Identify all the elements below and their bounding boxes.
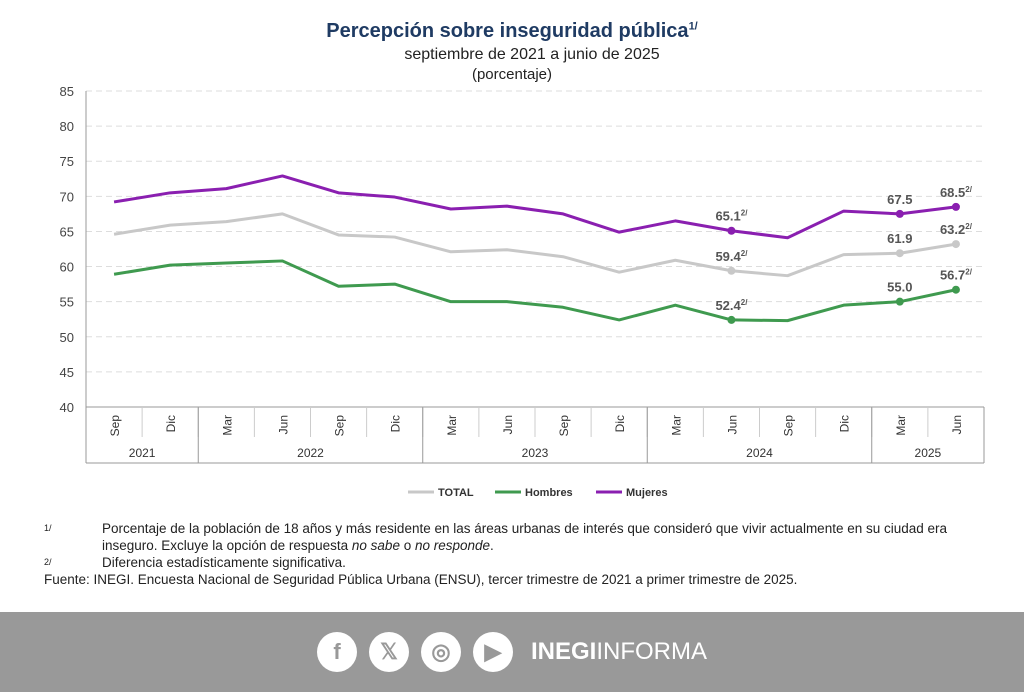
chart-title: Percepción sobre inseguridad pública1/ [326,20,698,42]
note-2: Diferencia estadísticamente significativ… [102,555,346,570]
data-point [895,249,904,258]
footer-bar: f 𝕏 ◎ ▶ INEGIINFORMA [0,612,1024,692]
data-label: 52.42/ [715,298,748,313]
x-tick-label: Sep [108,415,122,437]
x-tick-label: Sep [333,415,347,437]
x-tick-label: Mar [894,415,908,436]
note-1: Porcentaje de la población de 18 años y … [102,521,948,553]
y-tick-label: 70 [60,189,74,204]
x-tick-label: Jun [276,415,290,434]
footnotes: 1/ Porcentaje de la población de 18 años… [44,520,994,588]
youtube-icon[interactable]: ▶ [472,632,513,672]
brand-logo: INEGIINFORMA [530,638,707,665]
data-point [895,209,904,218]
y-tick-label: 40 [60,400,74,415]
facebook-icon[interactable]: f [316,632,357,672]
data-label: 67.5 [887,192,912,207]
data-label: 65.12/ [715,209,748,224]
y-tick-label: 50 [60,330,74,345]
legend-label: Hombres [525,487,573,499]
series-line-total [113,212,957,278]
x-tick-label: Dic [389,415,403,432]
series-line-hombres [113,259,957,323]
year-label: 2024 [746,446,773,460]
data-label: 61.9 [887,231,912,246]
data-point [895,297,904,306]
y-tick-label: 80 [60,119,74,134]
series-line-mujeres [113,174,957,240]
y-tick-label: 85 [60,84,74,99]
data-point [951,240,960,249]
x-tick-label: Sep [557,415,571,437]
note-mark: 1/ [44,523,52,533]
note-mark: 2/ [44,557,52,567]
year-label: 2022 [297,446,324,460]
x-tick-label: Dic [164,415,178,432]
y-tick-label: 55 [60,295,74,310]
data-point [727,226,736,235]
x-tick-label: Sep [782,415,796,437]
data-label: 56.72/ [940,268,973,283]
x-tick-label: Mar [669,415,683,436]
year-label: 2021 [129,446,156,460]
legend-label: TOTAL [438,487,474,499]
data-label: 59.42/ [715,249,748,264]
y-tick-label: 60 [60,260,74,275]
data-point [951,202,960,211]
data-point [951,285,960,294]
x-tick-label: Jun [501,415,515,434]
line-chart: 40 45 50 55 60 65 70 75 80 85 Sep Dic Mar Jun Sep Dic Ma… [60,84,985,499]
data-label: 63.22/ [940,222,973,237]
x-tick-label: Jun [950,415,964,434]
x-tick-label: Jun [725,415,739,434]
y-tick-label: 45 [60,365,74,380]
instagram-icon[interactable]: ◎ [420,632,461,672]
y-tick-label: 75 [60,154,74,169]
x-tick-label: Dic [838,415,852,432]
x-tick-label: Mar [445,415,459,436]
source: Fuente: INEGI. Encuesta Nacional de Segu… [44,572,798,587]
data-label: 68.52/ [940,185,973,200]
year-label: 2025 [915,446,942,460]
x-tick-label: Mar [220,415,234,436]
data-label: 55.0 [887,280,912,295]
data-point [727,266,736,275]
x-icon[interactable]: 𝕏 [368,632,409,672]
year-label: 2023 [522,446,549,460]
chart-unit: (porcentaje) [471,66,553,83]
chart-subtitle: septiembre de 2021 a junio de 2025 [404,46,660,63]
y-tick-label: 65 [60,224,74,239]
data-point [727,315,736,324]
x-tick-label: Dic [613,415,627,432]
legend-label: Mujeres [626,487,668,499]
